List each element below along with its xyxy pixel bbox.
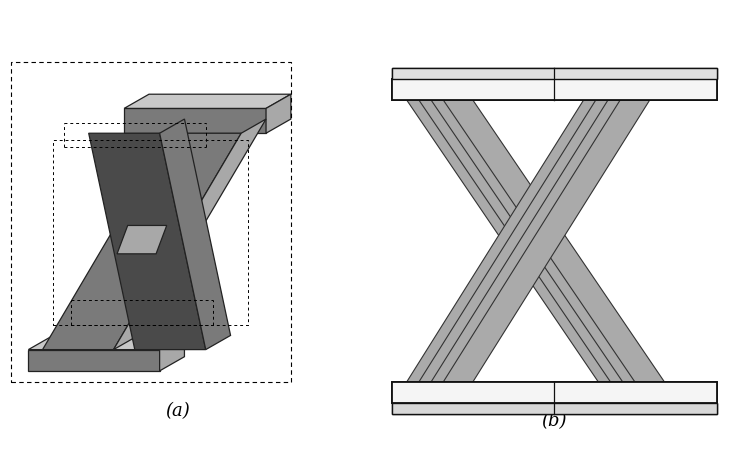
Polygon shape [431, 100, 653, 382]
Polygon shape [89, 133, 205, 349]
Text: (b): (b) [542, 412, 567, 431]
Polygon shape [392, 68, 717, 79]
Polygon shape [419, 100, 625, 382]
Polygon shape [431, 100, 638, 382]
Polygon shape [124, 109, 266, 133]
Polygon shape [266, 94, 291, 133]
Polygon shape [443, 100, 650, 382]
Polygon shape [392, 403, 717, 414]
Polygon shape [114, 119, 266, 349]
Polygon shape [419, 100, 640, 382]
Polygon shape [392, 382, 717, 403]
Polygon shape [392, 382, 717, 403]
Polygon shape [392, 79, 717, 100]
Polygon shape [43, 133, 241, 349]
Polygon shape [406, 100, 613, 382]
Polygon shape [406, 100, 628, 382]
Polygon shape [160, 335, 185, 371]
Polygon shape [392, 403, 717, 414]
Polygon shape [28, 335, 185, 349]
Polygon shape [117, 225, 167, 254]
Polygon shape [443, 100, 665, 382]
Polygon shape [392, 68, 717, 79]
Text: (a): (a) [165, 403, 190, 420]
Polygon shape [160, 119, 231, 349]
Polygon shape [124, 94, 291, 109]
Polygon shape [28, 349, 160, 371]
Polygon shape [392, 79, 717, 100]
